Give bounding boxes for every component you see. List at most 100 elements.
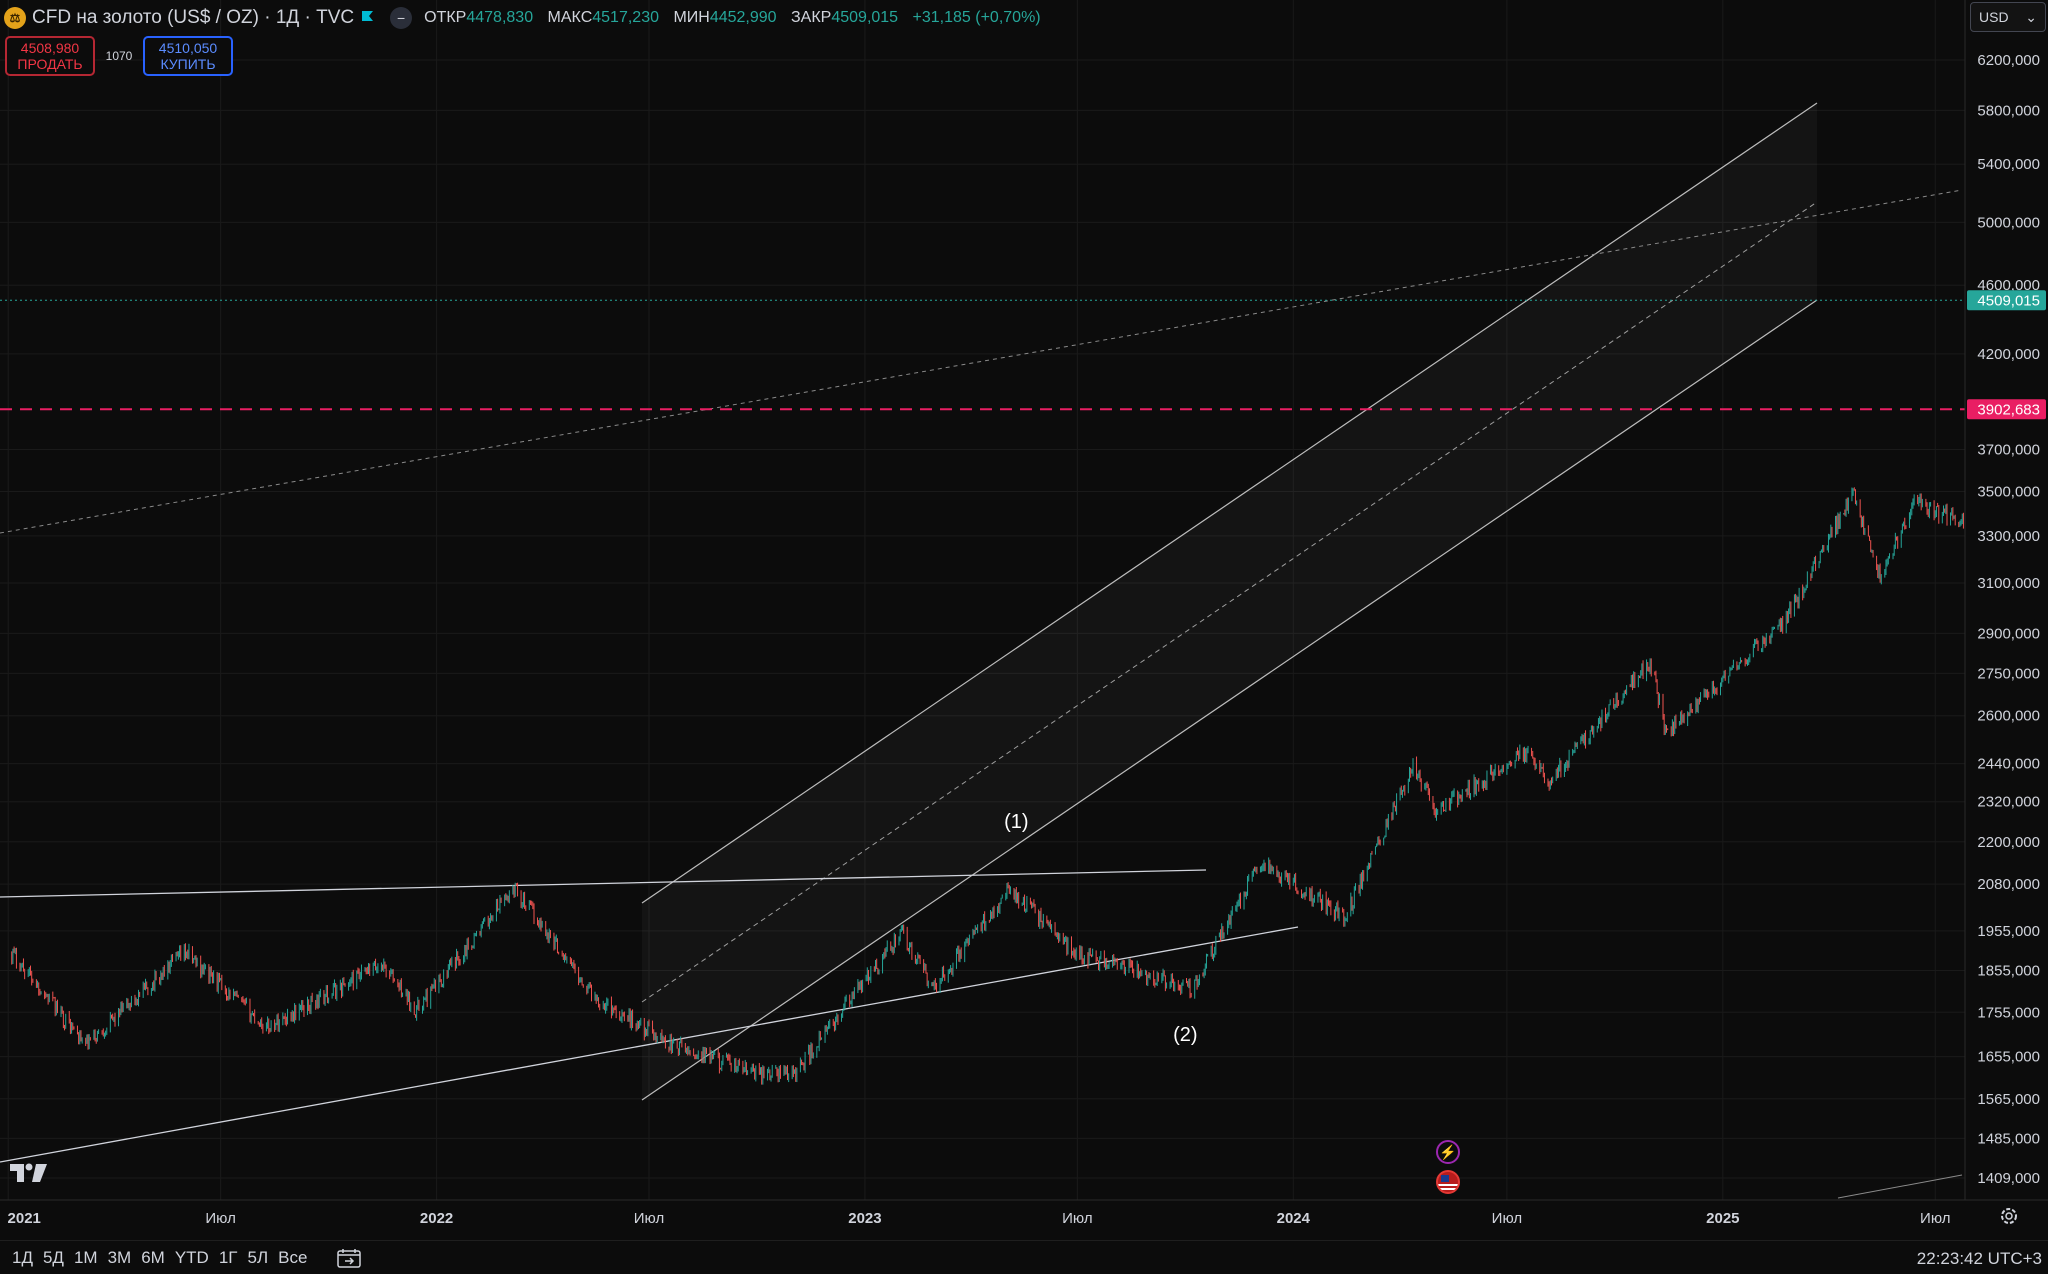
gear-icon[interactable] [1998,1205,2020,1227]
resistance-trendline[interactable] [0,869,1207,898]
low-key: МИН [673,9,710,26]
price-tick-label: 2750,000 [1977,665,2040,682]
support-trendline[interactable] [0,926,1299,1163]
flag-stripe [1438,1184,1458,1186]
axes-layer: 6200,000 5800,000 5400,000 5000,000 4600,000… [0,0,2048,1240]
flag-icon[interactable] [360,10,374,26]
timeframe-5y[interactable]: 5Л [247,1247,269,1267]
timeframe-1m[interactable]: 1М [73,1247,98,1267]
bottom-toolbar: 1Д 5Д 1М 3М 6М YTD 1Г 5Л Все 22:23:42 UT… [0,1240,2048,1274]
time-tick-label: 2024 [1277,1210,1311,1227]
price-tick-label: 1485,000 [1977,1130,2040,1147]
price-tick-label: 4200,000 [1977,346,2040,363]
wave-label[interactable]: (2) [1173,1024,1197,1046]
level-price-badge-text: 3902,683 [1977,401,2040,418]
overlay-layer: (1)(2)(3)(4)(5) [0,299,1965,1046]
price-tick-label: 3300,000 [1977,528,2040,545]
buy-price: 4510,050 [158,40,218,56]
price-tick-label: 3700,000 [1977,442,2040,459]
time-tick-label: Июл [1920,1210,1950,1227]
timeframe-ytd[interactable]: YTD [174,1247,209,1267]
time-tick-label: Июл [1492,1210,1522,1227]
ohlc-values: ОТКР4478,830 МАКС4517,230 МИН4452,990 ЗА… [424,9,1050,27]
time-axis[interactable] [0,1200,1965,1240]
currency-value: USD [1979,9,2009,25]
price-tick-label: 1409,000 [1977,1170,2040,1187]
price-tick-label: 1565,000 [1977,1091,2040,1108]
price-tick-label: 1755,000 [1977,1004,2040,1021]
timeframe-1y[interactable]: 1Г [218,1247,238,1267]
currency-select[interactable]: USD ⌄ [1970,2,2046,32]
us-flag-event-icon[interactable] [1436,1170,1460,1194]
channel-median-line[interactable] [641,201,1818,1003]
price-tick-label: 5800,000 [1977,102,2040,119]
price-tick-label: 6200,000 [1977,52,2040,69]
timeframe-5d[interactable]: 5Д [42,1247,64,1267]
clock[interactable]: 22:23:42 UTC+3 [1916,1249,2042,1268]
long-dashed-trendline[interactable] [0,189,1963,534]
high-key: МАКС [547,9,593,26]
timeframe-all[interactable]: Все [278,1247,308,1267]
timeframe-1d[interactable]: 1Д [12,1247,33,1267]
channel-fill-ext [1817,103,1965,300]
bottom-trend-fragment[interactable] [1837,1174,1963,1199]
channel-upper-line[interactable] [641,102,1818,904]
time-tick-label: Июл [1062,1210,1092,1227]
buy-label: КУПИТЬ [160,56,216,72]
price-tick-label: 2600,000 [1977,708,2040,725]
tradingview-logo-icon[interactable] [10,1162,48,1184]
level-price-badge [1967,399,2046,420]
last-price-badge-text: 4509,015 [1977,292,2040,309]
flag-stripe [1438,1188,1458,1190]
time-tick-label: Июл [634,1210,664,1227]
price-tick-label: 2900,000 [1977,625,2040,642]
price-tick-label: 2320,000 [1977,794,2040,811]
high-value: 4517,230 [592,9,659,26]
time-tick-label: 2021 [8,1210,41,1227]
time-tick-label: Июл [205,1210,235,1227]
buy-button[interactable]: 4510,050 КУПИТЬ [143,36,233,76]
price-tick-label: 1955,000 [1977,923,2040,940]
sell-price: 4508,980 [20,40,80,56]
symbol-title[interactable]: CFD на золото (US$ / OZ) · 1Д · TVC [32,7,355,28]
timeframe-3m[interactable]: 3М [107,1247,132,1267]
channel-lower-line[interactable] [641,299,1818,1101]
low-value: 4452,990 [709,9,777,26]
close-value: 4509,015 [831,9,899,26]
price-tick-label: 5400,000 [1977,156,2040,173]
sell-label: ПРОДАТЬ [17,56,83,72]
price-series [11,385,2047,1085]
price-tick-label: 2440,000 [1977,756,2040,773]
price-tick-label: 2080,000 [1977,876,2040,893]
timeframe-6m[interactable]: 6М [141,1247,165,1267]
price-tick-label: 1655,000 [1977,1049,2040,1066]
price-tick-label: 1855,000 [1977,962,2040,979]
price-tick-label: 4600,000 [1977,277,2040,294]
price-tick-label: 2200,000 [1977,834,2040,851]
change-value: +31,185 (+0,70%) [912,9,1041,26]
price-tick-label: 3100,000 [1977,575,2040,592]
trade-panel: 4508,980 ПРОДАТЬ 1070 4510,050 КУПИТЬ [5,36,233,76]
symbol-legend: ⚖ CFD на золото (US$ / OZ) · 1Д · TVC − … [4,4,1051,32]
flag-canton [1441,1175,1449,1182]
drawing-layer[interactable] [0,102,2048,1199]
price-axis[interactable] [1965,0,2048,1200]
gold-symbol-icon[interactable]: ⚖ [4,7,26,29]
chevron-down-icon: ⌄ [2025,8,2037,25]
spread-value: 1070 [105,49,133,63]
close-key: ЗАКР [791,9,832,26]
time-tick-label: 2025 [1706,1210,1739,1227]
price-tick-label: 5000,000 [1977,214,2040,231]
time-tick-label: 2022 [420,1210,453,1227]
last-price-badge [1967,290,2046,311]
price-tick-label: 3500,000 [1977,483,2040,500]
minus-icon[interactable]: − [390,7,413,29]
sell-button[interactable]: 4508,980 ПРОДАТЬ [5,36,95,76]
lightning-event-icon[interactable]: ⚡ [1436,1140,1460,1164]
time-tick-label: 2023 [848,1210,881,1227]
wave-label[interactable]: (1) [1004,811,1028,833]
open-key: ОТКР [424,9,467,26]
open-value: 4478,830 [466,9,534,26]
calendar-goto-icon[interactable] [337,1248,362,1268]
